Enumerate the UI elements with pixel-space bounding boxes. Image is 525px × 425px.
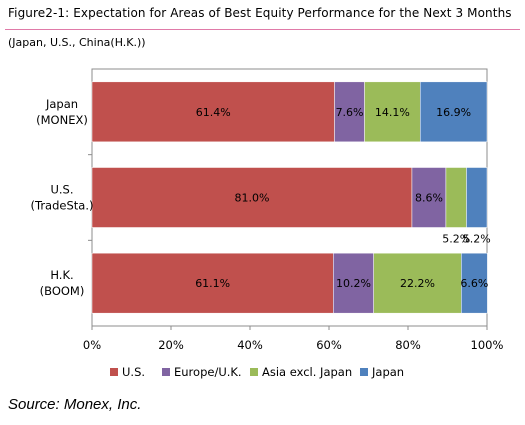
- legend-label: Europe/U.K.: [174, 365, 242, 379]
- bar-segment: [445, 167, 467, 228]
- x-tick-label: 100%: [471, 338, 504, 352]
- title-divider: [5, 29, 520, 30]
- category-label: Japan: [45, 97, 78, 111]
- data-label: 22.2%: [400, 277, 435, 290]
- data-label: 5.2%: [463, 233, 491, 246]
- legend-swatch: [110, 368, 118, 376]
- x-tick-label: 80%: [395, 338, 421, 352]
- legend-label: U.S.: [122, 365, 145, 379]
- bar-segment: [91, 81, 335, 143]
- bar-segment: [419, 81, 488, 143]
- bar-segment: [91, 167, 413, 228]
- data-label: 61.1%: [195, 277, 230, 290]
- figure-title: Figure2-1: Expectation for Areas of Best…: [8, 6, 512, 20]
- bar-segment: [364, 81, 421, 143]
- source-note: Source: Monex, Inc.: [8, 396, 142, 413]
- data-label: 5.2%: [442, 233, 470, 246]
- legend-swatch: [360, 368, 368, 376]
- legend-swatch: [162, 368, 170, 376]
- category-label: (MONEX): [36, 113, 88, 127]
- data-label: 14.1%: [375, 106, 410, 119]
- data-label: 8.6%: [415, 192, 443, 205]
- data-label: 6.6%: [460, 277, 488, 290]
- category-label: H.K.: [50, 268, 73, 282]
- x-tick-label: 0%: [83, 338, 101, 352]
- bar-segment: [91, 252, 334, 314]
- data-label: 10.2%: [336, 277, 371, 290]
- bar-segment: [334, 81, 365, 143]
- legend-label: Asia excl. Japan: [262, 365, 352, 379]
- legend-swatch: [250, 368, 258, 376]
- category-label: (BOOM): [40, 284, 85, 298]
- x-tick-label: 40%: [237, 338, 263, 352]
- figure-subtitle: (Japan, U.S., China(H.K.)): [8, 36, 146, 49]
- bar-segment: [466, 167, 488, 228]
- bar-segment: [411, 167, 447, 228]
- category-label: U.S.: [50, 183, 73, 197]
- bar-segment: [333, 252, 374, 314]
- data-label: 61.4%: [196, 106, 231, 119]
- legend-label: Japan: [371, 365, 404, 379]
- data-label: 7.6%: [336, 106, 364, 119]
- x-tick-label: 20%: [158, 338, 184, 352]
- category-label: (TradeSta.): [31, 199, 94, 213]
- data-label: 16.9%: [436, 106, 471, 119]
- bar-segment: [461, 252, 488, 314]
- x-tick-label: 60%: [316, 338, 342, 352]
- data-label: 81.0%: [234, 192, 269, 205]
